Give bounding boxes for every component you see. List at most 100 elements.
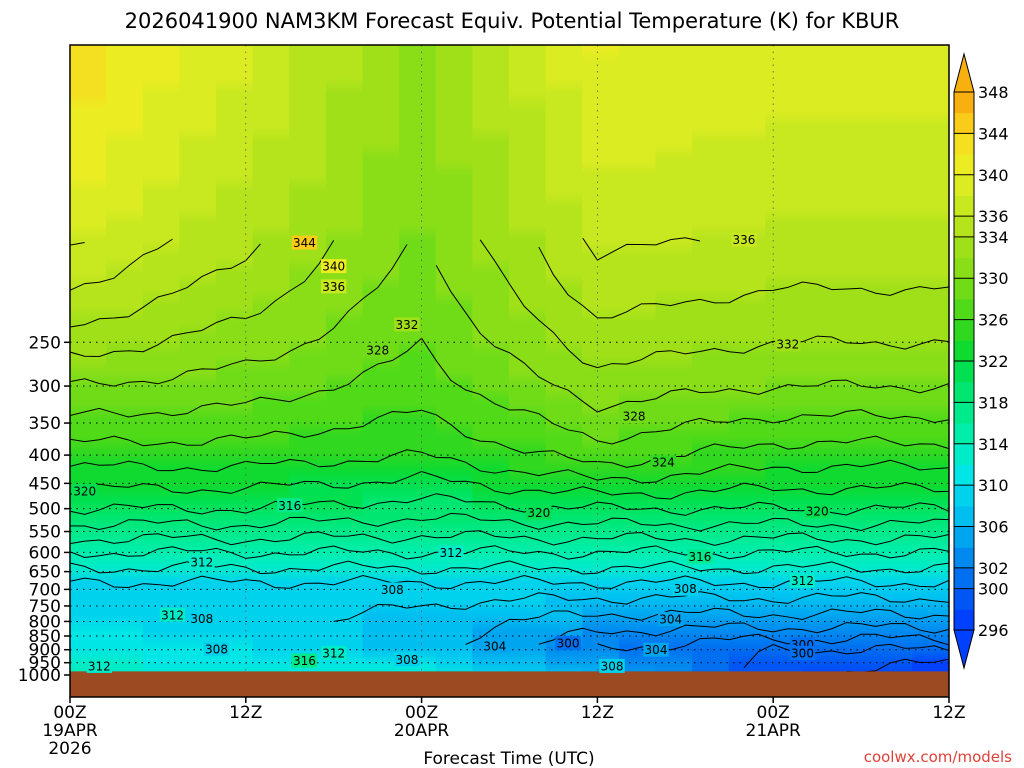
contour-label-bg — [599, 658, 625, 673]
contour-label: 320 — [73, 485, 96, 499]
contour-label-bg — [86, 658, 112, 673]
contour-label-bg — [321, 259, 347, 274]
contour-label: 312 — [190, 556, 213, 570]
x-tick-label: 12Z — [932, 703, 965, 723]
colorbar-label: 330 — [978, 269, 1009, 288]
contour-label: 304 — [645, 643, 668, 657]
isoline — [70, 238, 173, 291]
contour-label-bg — [189, 555, 215, 570]
contour-label-bg — [394, 317, 420, 332]
contour-label: 308 — [205, 642, 228, 656]
contour-label: 344 — [293, 236, 316, 250]
contour-label: 312 — [439, 546, 462, 560]
colorbar-swatch — [954, 298, 974, 321]
colorbar-swatch — [954, 112, 974, 134]
contour-label: 308 — [381, 583, 404, 597]
colorbar-label: 336 — [978, 207, 1009, 226]
x-tick-label: 00Z — [405, 703, 438, 723]
y-tick-label: 500 — [29, 500, 61, 520]
x-axis-label: Forecast Time (UTC) — [423, 749, 594, 768]
colorbar-swatch — [954, 526, 974, 548]
y-tick-label: 300 — [29, 377, 61, 397]
y-tick-label: 750 — [29, 597, 61, 617]
isoline — [70, 449, 949, 484]
y-tick-label: 700 — [29, 580, 61, 600]
x-tick-label: 12Z — [581, 703, 614, 723]
plot-frame — [69, 44, 950, 698]
field-column — [802, 45, 840, 697]
colorbar-swatch — [954, 464, 974, 486]
isoline — [743, 643, 949, 669]
colorbar-swatch — [954, 402, 974, 424]
x-tick-date: 20APR — [394, 721, 450, 741]
contour-label-bg — [189, 611, 215, 626]
contour-label: 336 — [322, 280, 345, 294]
contour-label: 312 — [161, 608, 184, 622]
isoline — [538, 622, 949, 645]
contour-label: 328 — [366, 343, 389, 357]
contour-label-bg — [775, 337, 801, 352]
contour-label: 312 — [322, 646, 345, 660]
field-column — [362, 45, 401, 697]
field-column — [70, 45, 108, 697]
colorbar-swatch — [954, 195, 974, 217]
colorbar-swatch — [954, 154, 974, 176]
field-column — [728, 45, 767, 697]
y-tick-label: 650 — [29, 563, 61, 583]
x-tick-label: 00Z — [757, 703, 790, 723]
contour-label-bg — [277, 498, 303, 513]
credit-link[interactable]: coolwx.com/models — [864, 748, 1012, 766]
colorbar-label: 322 — [978, 352, 1009, 371]
isoline — [70, 244, 408, 387]
contour-label-bg — [203, 641, 230, 656]
y-tick-label: 1000 — [18, 666, 61, 686]
colorbar-label: 340 — [978, 166, 1009, 185]
contour-label-bg — [650, 455, 677, 470]
contour-label: 304 — [659, 613, 682, 627]
y-tick-label: 900 — [29, 641, 61, 661]
y-tick-label: 850 — [29, 627, 61, 647]
contour-label: 316 — [688, 550, 711, 564]
colorbar-label: 296 — [978, 621, 1009, 640]
colorbar-swatch — [954, 443, 974, 465]
isoline — [70, 560, 949, 575]
isoline — [70, 512, 949, 532]
field-column — [216, 45, 254, 697]
colorbar-swatch — [954, 133, 974, 155]
contour-label: 332 — [776, 338, 799, 352]
colorbar-swatch — [954, 567, 974, 590]
contour-label: 308 — [674, 582, 697, 596]
isoline — [333, 591, 949, 622]
contour-label: 324 — [652, 456, 675, 470]
field-column — [509, 45, 547, 697]
colorbar-swatch — [954, 505, 974, 528]
colorbar-label: 310 — [978, 476, 1009, 495]
x-tick-date: 21APR — [746, 721, 802, 741]
colorbar-swatch — [954, 278, 974, 300]
contour-label: 336 — [732, 233, 755, 247]
field-column — [838, 45, 877, 697]
y-tick-label: 800 — [29, 612, 61, 632]
contour-label-bg — [672, 581, 698, 596]
contour-label-bg — [789, 645, 816, 660]
contour-label-bg — [379, 582, 405, 597]
contour-label-bg — [621, 409, 647, 424]
colorbar-label: 302 — [978, 559, 1009, 578]
contour-label-bg — [526, 505, 552, 520]
contour-label-bg — [364, 342, 391, 357]
colorbar-label: 318 — [978, 393, 1009, 412]
isoline — [70, 240, 335, 357]
field-column — [765, 45, 803, 697]
contour-labels: 344 340 336 336 332 332 328 328 324 320 320 320 316 3… — [71, 232, 830, 673]
contour-label: 320 — [527, 506, 550, 520]
y-tick-label: 400 — [29, 446, 61, 466]
chart-title: 2026041900 NAM3KM Forecast Equiv. Potent… — [125, 9, 900, 33]
contour-label-bg — [438, 545, 464, 560]
isoline — [582, 237, 701, 261]
y-axis: 2503003504004505005506006507007508008509… — [18, 333, 70, 686]
isoline — [70, 470, 949, 500]
colorbar-swatch — [954, 92, 974, 114]
colorbar-swatch — [954, 547, 974, 569]
contour-label-bg — [71, 484, 98, 499]
x-tick-year: 2026 — [48, 739, 91, 759]
